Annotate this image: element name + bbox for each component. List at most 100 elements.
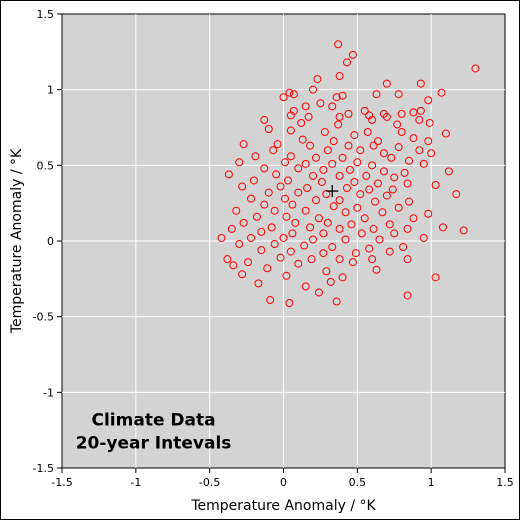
data-point <box>276 253 285 262</box>
data-point <box>338 153 347 162</box>
x-axis: -1.5 -1 -0.5 0 0.5 1 1.5 <box>51 468 514 489</box>
data-point <box>307 255 316 264</box>
data-point <box>270 206 279 215</box>
data-point <box>323 218 332 227</box>
data-point <box>286 111 295 120</box>
data-point <box>360 214 369 223</box>
data-point <box>328 159 337 168</box>
y-tick-label: -1.5 <box>33 462 54 475</box>
data-point <box>437 88 446 97</box>
data-point <box>415 146 424 155</box>
data-point <box>335 196 344 205</box>
data-point <box>382 191 391 200</box>
data-point <box>263 264 272 273</box>
data-point <box>431 181 440 190</box>
data-point <box>335 224 344 233</box>
data-point <box>353 203 362 212</box>
x-tick-label: 0.5 <box>349 476 367 489</box>
data-point <box>419 233 428 242</box>
data-point <box>279 93 288 102</box>
data-point <box>235 158 244 167</box>
data-points <box>217 40 480 308</box>
data-point <box>403 255 412 264</box>
x-tick-label: -1.5 <box>51 476 72 489</box>
data-point <box>238 182 247 191</box>
data-point <box>409 134 418 143</box>
data-point <box>267 223 276 232</box>
data-point <box>444 167 453 176</box>
data-point <box>356 146 365 155</box>
data-point <box>282 212 291 221</box>
data-point <box>279 233 288 242</box>
x-tick-label: -1 <box>130 476 141 489</box>
data-point <box>247 194 256 203</box>
data-point <box>260 200 269 209</box>
data-point <box>276 182 285 191</box>
data-point <box>297 118 306 127</box>
data-point <box>239 140 248 149</box>
data-point <box>424 96 433 105</box>
data-point <box>393 120 402 129</box>
data-point <box>403 179 412 188</box>
data-point <box>348 50 357 59</box>
data-point <box>400 168 409 177</box>
data-point <box>416 79 425 88</box>
data-point <box>291 218 300 227</box>
data-point <box>301 159 310 168</box>
data-point <box>300 241 309 250</box>
annotation-line-2: 20-year Intevals <box>76 433 232 453</box>
data-point <box>283 176 292 185</box>
data-point <box>342 58 351 67</box>
data-point <box>217 233 226 242</box>
data-point <box>264 125 273 134</box>
data-point <box>334 120 343 129</box>
data-point <box>344 109 353 118</box>
data-point <box>452 190 461 199</box>
data-point <box>254 279 263 288</box>
data-point <box>365 244 374 253</box>
data-point <box>390 229 399 238</box>
data-point <box>235 240 244 249</box>
data-point <box>415 115 424 124</box>
data-point <box>301 102 310 111</box>
data-point <box>351 249 360 258</box>
data-point <box>224 170 233 179</box>
data-point <box>260 115 269 124</box>
data-point <box>239 218 248 227</box>
data-point <box>369 141 378 150</box>
data-point <box>378 208 387 217</box>
data-point <box>419 159 428 168</box>
data-point <box>294 188 303 197</box>
data-point <box>298 135 307 144</box>
data-point <box>438 223 447 232</box>
x-tick-label: 0 <box>280 476 287 489</box>
data-point <box>424 137 433 146</box>
data-point <box>301 282 310 291</box>
data-point <box>459 226 468 235</box>
data-point <box>289 90 298 99</box>
annotation-line-1: Climate Data <box>92 411 216 431</box>
data-point <box>342 184 351 193</box>
data-point <box>223 255 232 264</box>
data-point <box>403 291 412 300</box>
data-point <box>306 141 315 150</box>
data-point <box>269 146 278 155</box>
data-point <box>335 72 344 81</box>
data-point <box>229 261 238 270</box>
data-point <box>375 235 384 244</box>
data-point <box>369 224 378 233</box>
y-tick-label: 1.5 <box>37 8 55 21</box>
x-axis-label: Temperature Anomaly / °K <box>190 498 376 514</box>
data-point <box>368 255 377 264</box>
data-point <box>286 247 295 256</box>
x-tick-label: 1 <box>428 476 435 489</box>
data-point <box>309 235 318 244</box>
data-point <box>314 288 323 297</box>
data-point <box>356 190 365 199</box>
y-tick-label: 1 <box>47 84 54 97</box>
data-point <box>332 93 341 102</box>
data-point <box>379 167 388 176</box>
data-point <box>227 224 236 233</box>
data-point <box>304 112 313 121</box>
data-point <box>280 158 289 167</box>
